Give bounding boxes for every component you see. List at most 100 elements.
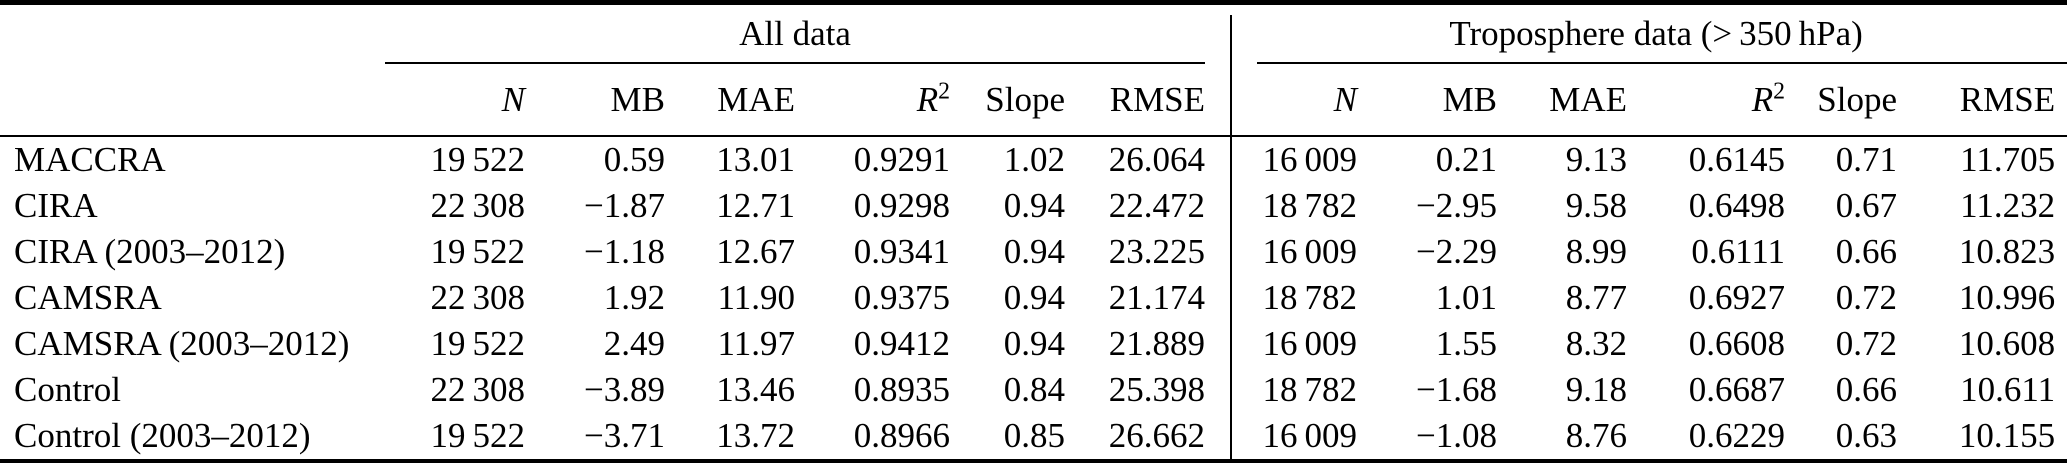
cell-tropo-Slope: 0.72 xyxy=(1835,324,1898,363)
cell-tropo-N: 16 009 xyxy=(1262,232,1358,271)
cell-all-R2: 0.9298 xyxy=(853,186,950,225)
row-label: Control (2003–2012) xyxy=(14,416,311,455)
cell-tropo-R2: 0.6145 xyxy=(1688,140,1786,179)
cell-all-RMSE: 22.472 xyxy=(1108,186,1206,225)
column-divider xyxy=(1205,5,1258,63)
cell-tropo-MAE: 8.77 xyxy=(1565,278,1628,317)
column-divider xyxy=(1205,321,1258,367)
cell-tropo-Slope: 0.71 xyxy=(1835,140,1898,179)
cell-tropo-RMSE: 10.996 xyxy=(1958,278,2056,317)
cell-all-MAE: 13.72 xyxy=(716,416,795,455)
cell-all-R2: 0.9375 xyxy=(853,278,950,317)
cell-tropo-MAE: 9.58 xyxy=(1565,186,1628,225)
column-divider xyxy=(1205,136,1258,183)
cell-all-R2: 0.9291 xyxy=(853,140,950,179)
column-header-tropo-MB: MB xyxy=(1357,63,1498,137)
group-header-troposphere: Troposphere data (> 350 hPa) xyxy=(1257,5,2067,64)
cell-all-RMSE: 21.889 xyxy=(1108,324,1206,363)
cell-tropo-MB: −2.29 xyxy=(1416,232,1498,271)
column-header-spacer xyxy=(0,63,385,137)
cell-all-N: 19 522 xyxy=(430,232,525,271)
cell-all-R2: 0.8935 xyxy=(853,370,950,409)
cell-all-MAE: 12.71 xyxy=(716,186,795,225)
cell-tropo-RMSE: 10.155 xyxy=(1958,416,2056,455)
cell-tropo-R2: 0.6498 xyxy=(1688,186,1786,225)
cell-all-Slope: 1.02 xyxy=(1003,140,1065,179)
cell-all-MAE: 13.46 xyxy=(716,370,795,409)
cell-tropo-R2: 0.6111 xyxy=(1691,232,1786,271)
row-label: MACCRA xyxy=(14,140,166,179)
cell-tropo-MAE: 8.32 xyxy=(1565,324,1628,363)
cell-tropo-MB: 1.01 xyxy=(1435,278,1498,317)
column-header-all-N: N xyxy=(385,63,525,137)
cell-tropo-N: 18 782 xyxy=(1262,370,1358,409)
cell-all-R2: 0.9341 xyxy=(853,232,950,271)
cell-tropo-MAE: 9.18 xyxy=(1565,370,1628,409)
cell-all-Slope: 0.94 xyxy=(1003,324,1065,363)
table-row: Control 22 308 −3.89 13.46 0.8935 0.84 25.398 1… xyxy=(0,367,2067,413)
column-header-row: N MB MAE R2 Slope RMSE N MB MAE R2 Slope RMSE xyxy=(0,63,2067,137)
cell-all-N: 19 522 xyxy=(430,140,525,179)
cell-all-MB: −3.71 xyxy=(584,416,665,455)
column-header-tropo-RMSE: RMSE xyxy=(1897,63,2067,137)
cell-tropo-MB: −2.95 xyxy=(1416,186,1498,225)
cell-tropo-N: 16 009 xyxy=(1262,324,1358,363)
group-header-spacer xyxy=(0,5,385,63)
cell-tropo-N: 16 009 xyxy=(1262,416,1358,455)
cell-tropo-Slope: 0.67 xyxy=(1835,186,1898,225)
cell-tropo-RMSE: 10.608 xyxy=(1958,324,2056,363)
row-label: Control xyxy=(14,370,121,409)
cell-tropo-RMSE: 10.611 xyxy=(1960,370,2056,409)
cell-all-N: 19 522 xyxy=(430,324,525,363)
column-header-tropo-R2: R2 xyxy=(1627,63,1786,137)
cell-all-MB: 1.92 xyxy=(603,278,665,317)
group-header-all-data: All data xyxy=(385,5,1206,64)
column-header-all-Slope: Slope xyxy=(950,63,1065,137)
row-label: CIRA xyxy=(14,186,98,225)
column-divider xyxy=(1205,63,1258,137)
cell-all-Slope: 0.94 xyxy=(1003,232,1065,271)
cell-tropo-R2: 0.6229 xyxy=(1688,416,1786,455)
row-label: CIRA (2003–2012) xyxy=(14,232,286,271)
cell-tropo-MAE: 9.13 xyxy=(1565,140,1628,179)
cell-tropo-R2: 0.6927 xyxy=(1688,278,1786,317)
column-header-tropo-N: N xyxy=(1257,63,1358,137)
cell-all-MB: −1.87 xyxy=(584,186,665,225)
cell-all-N: 22 308 xyxy=(430,278,525,317)
table-row: CAMSRA 22 308 1.92 11.90 0.9375 0.94 21.174 18 … xyxy=(0,275,2067,321)
cell-tropo-Slope: 0.66 xyxy=(1835,370,1898,409)
cell-all-Slope: 0.94 xyxy=(1003,278,1065,317)
cell-all-MAE: 11.90 xyxy=(717,278,795,317)
column-header-all-MB: MB xyxy=(525,63,665,137)
cell-all-RMSE: 26.064 xyxy=(1108,140,1206,179)
column-header-all-RMSE: RMSE xyxy=(1065,63,1206,137)
cell-all-MB: 0.59 xyxy=(603,140,665,179)
column-divider xyxy=(1205,275,1258,321)
column-header-all-R2: R2 xyxy=(795,63,950,137)
cell-tropo-MB: −1.68 xyxy=(1416,370,1498,409)
cell-tropo-RMSE: 10.823 xyxy=(1958,232,2056,271)
table-row: CIRA 22 308 −1.87 12.71 0.9298 0.94 22.472 18 7… xyxy=(0,183,2067,229)
cell-all-R2: 0.8966 xyxy=(853,416,950,455)
cell-tropo-R2: 0.6687 xyxy=(1688,370,1786,409)
cell-all-MAE: 13.01 xyxy=(716,140,795,179)
column-header-tropo-Slope: Slope xyxy=(1785,63,1898,137)
cell-tropo-Slope: 0.63 xyxy=(1835,416,1898,455)
cell-tropo-N: 18 782 xyxy=(1262,278,1358,317)
cell-tropo-MB: 0.21 xyxy=(1435,140,1498,179)
cell-all-MB: −3.89 xyxy=(584,370,665,409)
cell-all-N: 22 308 xyxy=(430,370,525,409)
cell-all-RMSE: 23.225 xyxy=(1108,232,1206,271)
cell-tropo-MAE: 8.76 xyxy=(1565,416,1628,455)
column-divider xyxy=(1205,229,1258,275)
table-row: Control (2003–2012) 19 522 −3.71 13.72 0.896… xyxy=(0,413,2067,459)
group-header-row: All data Troposphere data (> 350 hPa) xyxy=(0,5,2067,64)
cell-all-MB: 2.49 xyxy=(603,324,665,363)
cell-all-RMSE: 21.174 xyxy=(1108,278,1206,317)
column-divider xyxy=(1205,413,1258,459)
cell-all-N: 22 308 xyxy=(430,186,525,225)
cell-tropo-RMSE: 11.705 xyxy=(1960,140,2056,179)
